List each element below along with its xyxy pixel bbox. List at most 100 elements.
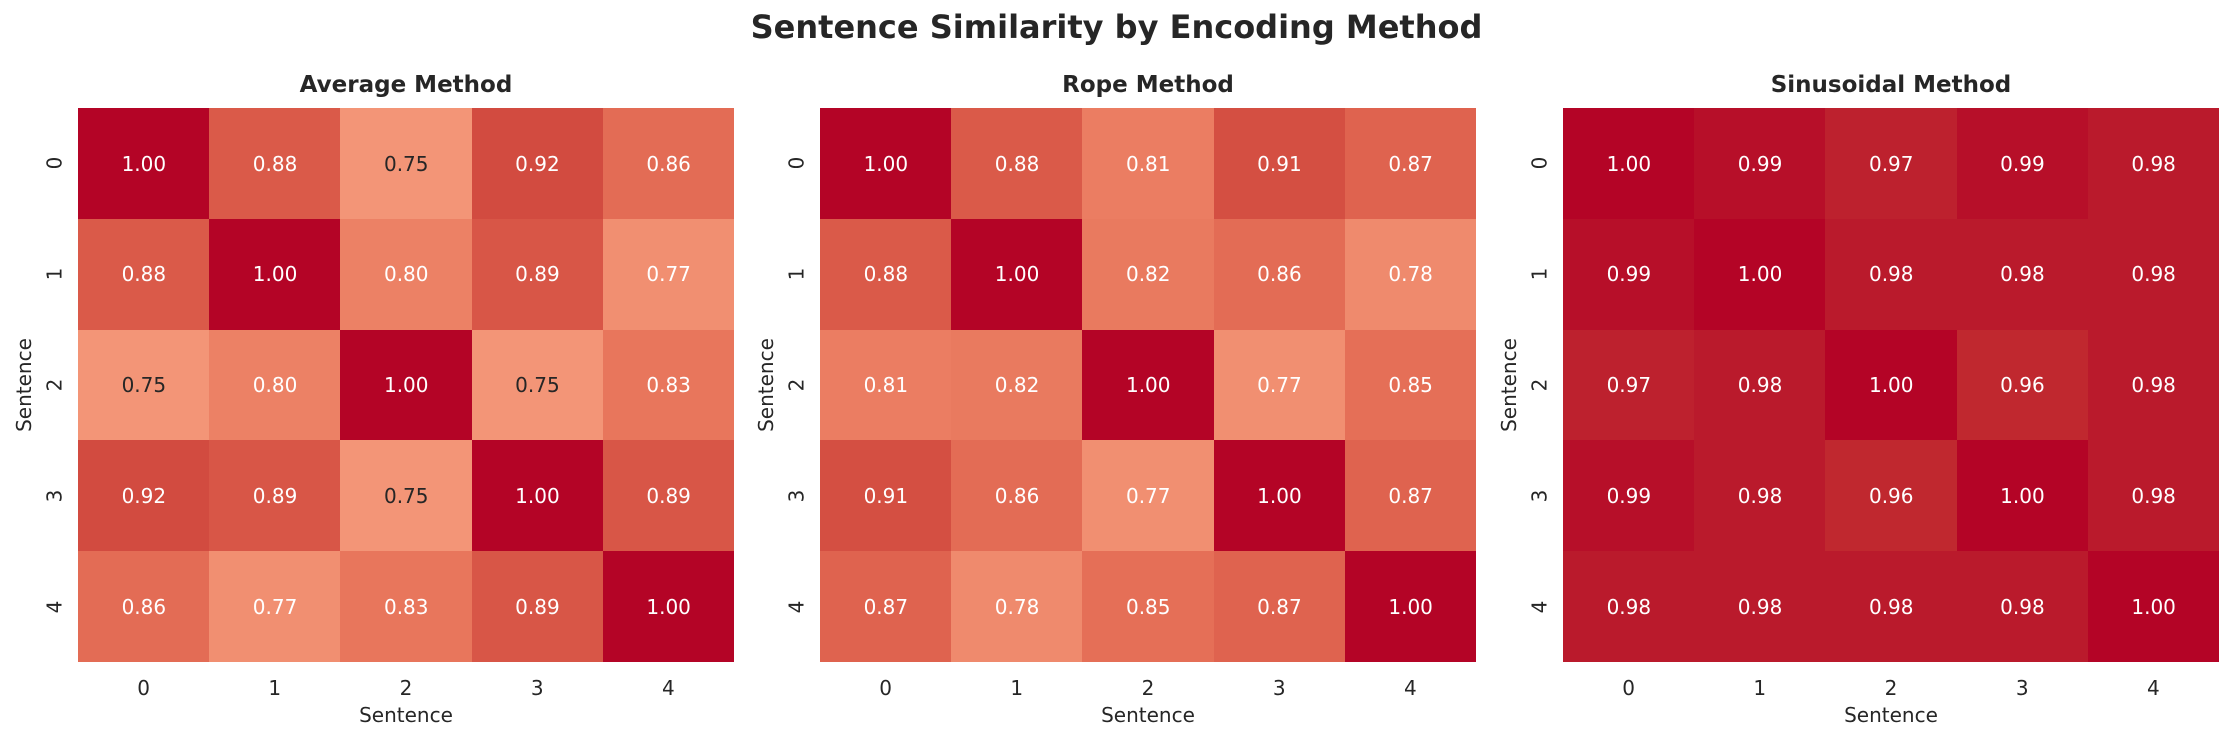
x-tick-label: 3	[2015, 676, 2029, 700]
heatmap-average: Average Method 1.00 0.88 0.75 0.92 0.86 0.88 1…	[12, 0, 735, 740]
x-tick-label: 1	[268, 676, 282, 700]
y-tick-label: 0	[1527, 157, 1552, 170]
x-tick-label: 0	[879, 676, 892, 700]
x-tick-label: 0	[1622, 676, 1635, 700]
heatmap-cell: 0.87	[820, 551, 952, 663]
heatmap-cell: 0.86	[951, 440, 1083, 552]
heatmap-cell: 0.86	[1213, 218, 1346, 331]
y-tick-label: 0	[784, 157, 809, 170]
heatmap-cell: 0.86	[78, 551, 210, 663]
heatmap-cell: 0.85	[1344, 329, 1477, 441]
heatmap-cell: 0.98	[2087, 440, 2220, 552]
x-axis-label: Sentence	[359, 703, 453, 727]
x-tick-label: 4	[2147, 676, 2160, 700]
y-tick-label: 0	[42, 157, 67, 170]
heatmap-cell: 1.00	[1694, 218, 1826, 331]
heatmap-cell: 0.75	[340, 440, 473, 552]
heatmap-cell: 0.75	[471, 329, 604, 441]
heatmap-cell: 0.80	[340, 218, 473, 331]
x-tick-label: 3	[1272, 676, 1286, 700]
x-axis-label: Sentence	[1844, 703, 1938, 727]
heatmap-cell: 0.75	[78, 329, 210, 441]
heatmap-cell: 0.87	[1213, 551, 1346, 663]
heatmap-cell: 0.77	[1082, 440, 1215, 552]
heatmap-cell: 0.91	[1213, 108, 1346, 220]
chart-title: Sinusoidal Method	[1770, 72, 2012, 98]
y-tick-label: 2	[784, 378, 809, 392]
heatmap-cell: 1.00	[1213, 440, 1346, 552]
y-tick-label: 3	[1527, 489, 1552, 503]
heatmap-cell: 0.81	[1082, 108, 1215, 220]
heatmap-cell: 0.98	[1825, 551, 1958, 663]
heatmap-cell: 0.81	[820, 329, 952, 441]
x-axis-label: Sentence	[1101, 703, 1195, 727]
heatmap-cell: 1.00	[471, 440, 604, 552]
heatmap-cell: 0.89	[471, 218, 604, 331]
heatmap-cell: 0.92	[78, 440, 210, 552]
heatmap-cell: 1.00	[1344, 551, 1477, 663]
heatmap-cell: 0.78	[951, 551, 1083, 663]
y-tick-label: 4	[1527, 600, 1552, 613]
heatmap-cell: 0.88	[209, 108, 341, 220]
heatmap-cell: 0.75	[340, 108, 473, 220]
x-tick-label: 2	[1141, 676, 1155, 700]
heatmap-cell: 1.00	[78, 108, 210, 220]
heatmap-cell: 0.89	[209, 440, 341, 552]
y-axis-label: Sentence	[12, 338, 36, 432]
heatmap-cell: 0.77	[209, 551, 341, 663]
heatmap-cell: 1.00	[2087, 551, 2220, 663]
heatmap-cell: 0.86	[602, 108, 735, 220]
heatmap-cell: 1.00	[820, 108, 952, 220]
heatmap-cell: 0.98	[1694, 440, 1826, 552]
x-tick-label: 3	[530, 676, 544, 700]
heatmap-cell: 0.96	[1956, 329, 2089, 441]
heatmap-cell: 0.85	[1082, 551, 1215, 663]
y-axis-label: Sentence	[1497, 338, 1521, 432]
heatmap-cell: 0.98	[1694, 329, 1826, 441]
heatmap-cell: 0.98	[1956, 551, 2089, 663]
x-tick-label: 0	[137, 676, 150, 700]
y-tick-label: 1	[42, 267, 67, 281]
heatmap-cell: 1.00	[602, 551, 735, 663]
heatmap-cell: 1.00	[1082, 329, 1215, 441]
heatmap-grid: 1.00 0.99 0.97 0.99 0.98 0.99 1.00 0.98 0.98 0.98…	[1563, 108, 2220, 663]
heatmap-cell: 0.91	[820, 440, 952, 552]
heatmap-cell: 0.97	[1825, 108, 1958, 220]
heatmap-cell: 0.97	[1563, 329, 1695, 441]
heatmap-cell: 0.98	[1563, 551, 1695, 663]
heatmap-cell: 0.99	[1563, 440, 1695, 552]
heatmap-cell: 0.98	[1694, 551, 1826, 663]
heatmap-cell: 0.77	[1213, 329, 1346, 441]
x-tick-label: 2	[399, 676, 413, 700]
heatmap-cell: 0.98	[2087, 108, 2220, 220]
x-tick-label: 2	[1884, 676, 1898, 700]
y-axis-label: Sentence	[754, 338, 778, 432]
heatmap-grid: 1.00 0.88 0.75 0.92 0.86 0.88 1.00 0.80 0.89 0.77…	[78, 108, 735, 663]
heatmap-cell: 0.98	[2087, 329, 2220, 441]
heatmap-cell: 0.89	[602, 440, 735, 552]
chart-title: Rope Method	[1062, 72, 1234, 98]
heatmap-cell: 0.82	[1082, 218, 1215, 331]
heatmap-cell: 0.88	[820, 218, 952, 331]
heatmap-cell: 0.96	[1825, 440, 1958, 552]
x-tick-label: 1	[1753, 676, 1767, 700]
heatmap-cell: 0.92	[471, 108, 604, 220]
heatmap-cell: 1.00	[1563, 108, 1695, 220]
heatmap-cell: 0.98	[1825, 218, 1958, 331]
heatmap-cell: 0.82	[951, 329, 1083, 441]
heatmap-cell: 1.00	[1825, 329, 1958, 441]
heatmap-cell: 1.00	[951, 218, 1083, 331]
heatmap-cell: 0.87	[1344, 440, 1477, 552]
y-tick-label: 1	[784, 267, 809, 281]
y-tick-label: 4	[784, 600, 809, 613]
heatmap-cell: 0.99	[1956, 108, 2089, 220]
y-tick-label: 3	[42, 489, 67, 503]
y-tick-label: 2	[1527, 378, 1552, 392]
heatmap-cell: 0.83	[602, 329, 735, 441]
heatmap-cell: 0.78	[1344, 218, 1477, 331]
heatmap-cell: 0.88	[78, 218, 210, 331]
chart-title: Average Method	[299, 72, 513, 98]
heatmap-cell: 0.88	[951, 108, 1083, 220]
heatmap-cell: 1.00	[340, 329, 473, 441]
heatmap-cell: 0.83	[340, 551, 473, 663]
